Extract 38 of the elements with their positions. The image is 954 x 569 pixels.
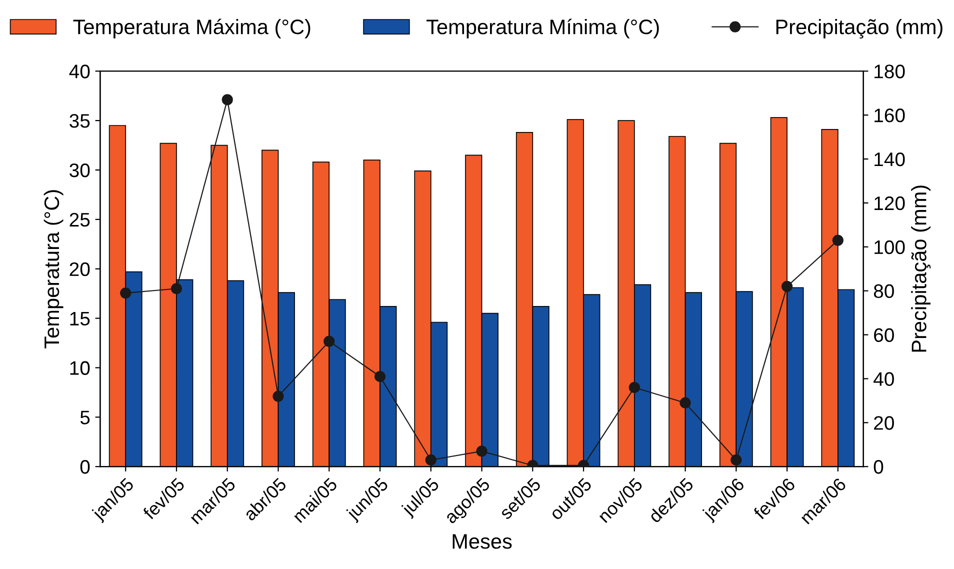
y-tick-label: 30 xyxy=(70,163,90,178)
y-tick-label: 15 xyxy=(70,312,90,326)
point xyxy=(476,446,488,457)
point xyxy=(680,397,691,408)
y2-tick-label: 80 xyxy=(874,284,894,298)
y2-tick-label: 40 xyxy=(874,372,894,386)
y2-axis-title: Precipitação (mm) xyxy=(911,186,931,352)
y2-tick-label: 20 xyxy=(874,416,894,430)
y-tick-label: 10 xyxy=(70,361,90,375)
point xyxy=(425,454,436,466)
y-tick-label: 0 xyxy=(80,460,90,474)
point xyxy=(628,382,640,394)
y-tick-label: 20 xyxy=(70,262,90,276)
point xyxy=(272,390,284,402)
y2-tick-label: 160 xyxy=(874,108,905,122)
y-tick-label: 35 xyxy=(70,114,90,128)
point xyxy=(170,283,182,294)
point xyxy=(730,454,742,466)
point xyxy=(781,280,793,292)
point xyxy=(222,94,233,106)
y2-tick-label: 140 xyxy=(874,152,905,166)
legend-label: Temperatura Mínima (°C) xyxy=(426,18,659,38)
legend-label: Temperatura Máxima (°C) xyxy=(73,18,310,38)
y2-tick-label: 180 xyxy=(874,64,905,78)
y-tick-label: 5 xyxy=(80,410,90,424)
x-axis-title: Meses xyxy=(452,534,512,549)
point xyxy=(374,370,386,382)
y-tick-label: 40 xyxy=(69,64,90,78)
y2-tick-label: 100 xyxy=(874,240,905,254)
point xyxy=(324,336,335,347)
y-axis-title: Temperatura (°C) xyxy=(44,190,64,348)
y2-tick-label: 0 xyxy=(874,460,884,474)
y-tick-label: 25 xyxy=(70,212,90,227)
y2-tick-label: 60 xyxy=(874,328,894,342)
legend-label: Precipitação (mm) xyxy=(776,18,942,39)
point xyxy=(832,234,844,246)
point xyxy=(120,287,132,299)
y2-tick-label: 120 xyxy=(874,196,905,210)
